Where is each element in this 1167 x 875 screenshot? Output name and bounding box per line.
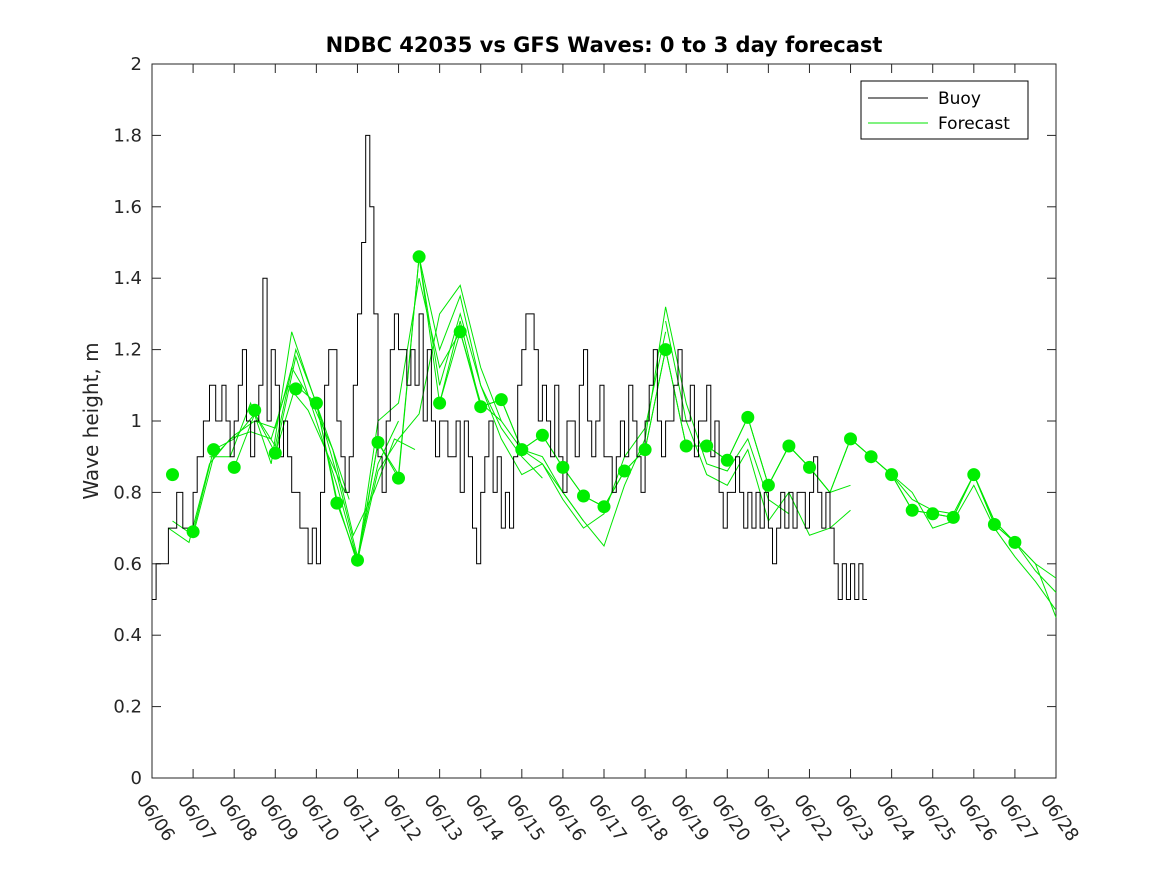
- forecast-marker: [720, 453, 734, 467]
- forecast-marker: [782, 439, 796, 453]
- y-tick-label: 1.4: [113, 268, 142, 289]
- x-tick-label: 06/07: [173, 791, 220, 846]
- x-tick-label: 06/16: [543, 791, 590, 846]
- plot-area: 00.20.40.60.811.21.41.61.8206/0606/0706/…: [113, 54, 1083, 845]
- x-tick-label: 06/10: [296, 791, 343, 846]
- forecast-marker: [515, 443, 529, 457]
- x-tick-label: 06/21: [748, 791, 795, 846]
- forecast-line: [891, 474, 1057, 611]
- forecast-line: [168, 384, 346, 544]
- x-tick-label: 06/26: [954, 791, 1001, 846]
- forecast-line: [209, 331, 416, 537]
- forecast-marker: [248, 403, 262, 417]
- x-tick-label: 06/25: [913, 791, 960, 846]
- forecast-marker: [556, 460, 570, 474]
- x-tick-label: 06/18: [625, 791, 672, 846]
- forecast-marker: [700, 439, 714, 453]
- legend: Buoy Forecast: [860, 80, 1029, 140]
- legend-label-buoy: Buoy: [938, 89, 981, 109]
- y-axis-label: Wave height, m: [79, 342, 103, 499]
- chart-title: NDBC 42035 vs GFS Waves: 0 to 3 day fore…: [326, 33, 883, 57]
- forecast-marker: [987, 518, 1001, 531]
- forecast-marker: [1008, 535, 1022, 549]
- forecast-marker: [946, 510, 960, 524]
- forecast-line: [665, 320, 851, 536]
- forecast-marker: [618, 464, 631, 478]
- y-tick-label: 0.2: [113, 697, 142, 718]
- forecast-marker: [207, 443, 221, 457]
- forecast-marker: [577, 489, 590, 503]
- forecast-marker: [351, 553, 364, 567]
- x-tick-label: 06/24: [872, 791, 919, 846]
- x-tick-label: 06/22: [789, 791, 836, 846]
- forecast-line: [233, 284, 502, 561]
- forecast-marker: [926, 507, 940, 521]
- buoy-line: [152, 134, 867, 600]
- forecast-marker: [885, 468, 899, 482]
- forecast-marker: [597, 500, 611, 514]
- x-tick-label: 06/12: [378, 791, 425, 846]
- y-tick-label: 1.6: [113, 197, 142, 218]
- legend-box: [860, 80, 1029, 140]
- x-tick-label: 06/08: [214, 791, 261, 846]
- x-tick-label: 06/20: [707, 791, 754, 846]
- forecast-marker: [803, 460, 816, 474]
- forecast-marker: [412, 250, 426, 264]
- forecast-marker: [268, 446, 282, 460]
- forecast-marker: [659, 343, 673, 357]
- y-tick-label: 0.4: [113, 625, 142, 646]
- x-tick-label: 06/15: [502, 791, 549, 846]
- y-tick-label: 0.8: [113, 482, 142, 503]
- forecast-marker: [494, 393, 508, 407]
- x-tick-label: 06/17: [584, 791, 631, 846]
- x-tick-label: 06/13: [420, 791, 467, 846]
- forecast-line: [315, 278, 584, 561]
- x-tick-label: 06/06: [132, 791, 179, 846]
- forecast-marker: [761, 478, 775, 492]
- x-tick-label: 06/28: [1036, 791, 1083, 846]
- x-tick-label: 06/19: [666, 791, 713, 846]
- forecast-marker: [309, 396, 323, 410]
- y-tick-label: 0.6: [113, 554, 142, 575]
- forecast-marker: [186, 525, 200, 539]
- forecast-marker: [453, 325, 467, 339]
- x-tick-label: 06/14: [461, 791, 508, 846]
- y-tick-label: 2: [131, 54, 142, 75]
- x-tick-label: 06/09: [255, 791, 302, 846]
- y-tick-label: 1.2: [113, 340, 142, 361]
- forecast-marker: [535, 428, 549, 442]
- forecast-marker: [474, 400, 488, 414]
- forecast-marker: [166, 468, 179, 482]
- forecast-marker: [433, 396, 447, 410]
- forecast-marker: [844, 432, 857, 446]
- forecast-marker: [227, 460, 241, 474]
- forecast-line: [521, 306, 790, 548]
- forecast-marker: [905, 503, 919, 517]
- forecast-marker: [679, 439, 693, 453]
- forecast-marker: [967, 468, 981, 482]
- forecast-marker: [289, 382, 303, 396]
- forecast-marker: [638, 443, 652, 457]
- legend-label-forecast: Forecast: [938, 114, 1010, 134]
- y-tick-label: 1: [131, 411, 142, 432]
- x-tick-label: 06/23: [830, 791, 877, 846]
- forecast-marker: [371, 435, 385, 449]
- forecast-marker: [330, 496, 344, 510]
- y-tick-label: 1.8: [113, 125, 142, 146]
- x-tick-label: 06/11: [337, 791, 384, 846]
- forecast-marker: [741, 410, 755, 424]
- forecast-marker: [392, 471, 405, 485]
- x-tick-label: 06/27: [995, 791, 1042, 846]
- y-tick-label: 0: [131, 768, 142, 789]
- forecast-marker: [864, 450, 878, 464]
